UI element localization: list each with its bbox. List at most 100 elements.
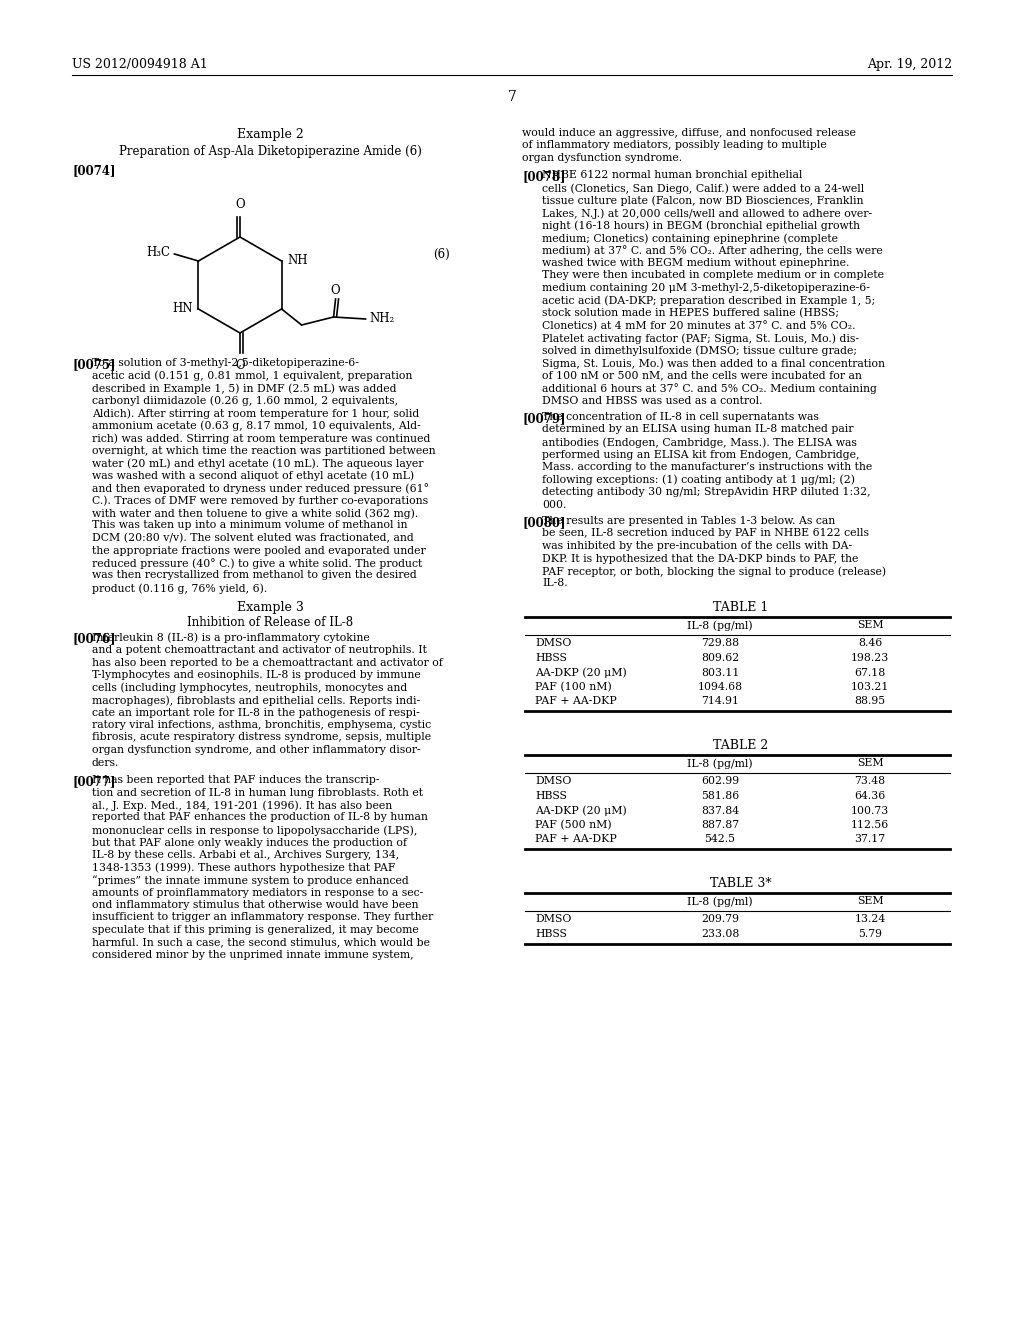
Text: 887.87: 887.87 — [701, 820, 739, 830]
Text: 809.62: 809.62 — [700, 653, 739, 663]
Text: 542.5: 542.5 — [705, 834, 735, 845]
Text: following exceptions: (1) coating antibody at 1 μg/ml; (2): following exceptions: (1) coating antibo… — [542, 474, 855, 484]
Text: medium) at 37° C. and 5% CO₂. After adhering, the cells were: medium) at 37° C. and 5% CO₂. After adhe… — [542, 246, 883, 256]
Text: IL-8 (pg/ml): IL-8 (pg/ml) — [687, 758, 753, 768]
Text: It has been reported that PAF induces the transcrip-: It has been reported that PAF induces th… — [92, 775, 380, 785]
Text: HBSS: HBSS — [535, 653, 567, 663]
Text: To a solution of 3-methyl-2,5-diketopiperazine-6-: To a solution of 3-methyl-2,5-diketopipe… — [92, 358, 358, 368]
Text: considered minor by the unprimed innate immune system,: considered minor by the unprimed innate … — [92, 950, 414, 960]
Text: 7: 7 — [508, 90, 516, 104]
Text: AA-DKP (20 μM): AA-DKP (20 μM) — [535, 805, 627, 816]
Text: cells (including lymphocytes, neutrophils, monocytes and: cells (including lymphocytes, neutrophil… — [92, 682, 408, 693]
Text: Preparation of Asp-Ala Diketopiperazine Amide (6): Preparation of Asp-Ala Diketopiperazine … — [119, 145, 422, 158]
Text: 112.56: 112.56 — [851, 820, 889, 830]
Text: 73.48: 73.48 — [854, 776, 886, 787]
Text: [0076]: [0076] — [72, 632, 116, 645]
Text: [0079]: [0079] — [522, 412, 565, 425]
Text: 5.79: 5.79 — [858, 929, 882, 939]
Text: IL-8.: IL-8. — [542, 578, 567, 589]
Text: [0074]: [0074] — [72, 164, 116, 177]
Text: 64.36: 64.36 — [854, 791, 886, 801]
Text: IL-8 by these cells. Arbabi et al., Archives Surgery, 134,: IL-8 by these cells. Arbabi et al., Arch… — [92, 850, 399, 861]
Text: ratory viral infections, asthma, bronchitis, emphysema, cystic: ratory viral infections, asthma, bronchi… — [92, 719, 431, 730]
Text: H₃C: H₃C — [146, 247, 170, 260]
Text: stock solution made in HEPES buffered saline (HBSS;: stock solution made in HEPES buffered sa… — [542, 308, 839, 318]
Text: 729.88: 729.88 — [701, 639, 739, 648]
Text: Aldich). After stirring at room temperature for 1 hour, solid: Aldich). After stirring at room temperat… — [92, 408, 419, 418]
Text: 803.11: 803.11 — [700, 668, 739, 677]
Text: HBSS: HBSS — [535, 929, 567, 939]
Text: antibodies (Endogen, Cambridge, Mass.). The ELISA was: antibodies (Endogen, Cambridge, Mass.). … — [542, 437, 857, 447]
Text: solved in dimethylsulfoxide (DMSO; tissue culture grade;: solved in dimethylsulfoxide (DMSO; tissu… — [542, 346, 857, 356]
Text: organ dysfunction syndrome, and other inflammatory disor-: organ dysfunction syndrome, and other in… — [92, 744, 421, 755]
Text: SEM: SEM — [857, 896, 884, 906]
Text: performed using an ELISA kit from Endogen, Cambridge,: performed using an ELISA kit from Endoge… — [542, 450, 859, 459]
Text: DKP. It is hypothesized that the DA-DKP binds to PAF, the: DKP. It is hypothesized that the DA-DKP … — [542, 553, 858, 564]
Text: [0080]: [0080] — [522, 516, 565, 529]
Text: DMSO: DMSO — [535, 639, 571, 648]
Text: ders.: ders. — [92, 758, 120, 767]
Text: NH: NH — [288, 255, 308, 268]
Text: This was taken up into a minimum volume of methanol in: This was taken up into a minimum volume … — [92, 520, 408, 531]
Text: night (16-18 hours) in BEGM (bronchial epithelial growth: night (16-18 hours) in BEGM (bronchial e… — [542, 220, 860, 231]
Text: was then recrystallized from methanol to given the desired: was then recrystallized from methanol to… — [92, 570, 417, 581]
Text: detecting antibody 30 ng/ml; StrepAvidin HRP diluted 1:32,: detecting antibody 30 ng/ml; StrepAvidin… — [542, 487, 870, 498]
Text: Inhibition of Release of IL-8: Inhibition of Release of IL-8 — [187, 616, 353, 630]
Text: harmful. In such a case, the second stimulus, which would be: harmful. In such a case, the second stim… — [92, 937, 430, 948]
Text: Example 3: Example 3 — [237, 602, 303, 615]
Text: Apr. 19, 2012: Apr. 19, 2012 — [867, 58, 952, 71]
Text: the appropriate fractions were pooled and evaporated under: the appropriate fractions were pooled an… — [92, 545, 426, 556]
Text: of 100 nM or 500 nM, and the cells were incubated for an: of 100 nM or 500 nM, and the cells were … — [542, 371, 862, 380]
Text: macrophages), fibroblasts and epithelial cells. Reports indi-: macrophages), fibroblasts and epithelial… — [92, 696, 420, 706]
Text: [0078]: [0078] — [522, 170, 565, 183]
Text: 837.84: 837.84 — [701, 805, 739, 816]
Text: DMSO and HBSS was used as a control.: DMSO and HBSS was used as a control. — [542, 396, 763, 405]
Text: 100.73: 100.73 — [851, 805, 889, 816]
Text: 88.95: 88.95 — [854, 697, 886, 706]
Text: 1094.68: 1094.68 — [697, 682, 742, 692]
Text: Interleukin 8 (IL-8) is a pro-inflammatory cytokine: Interleukin 8 (IL-8) is a pro-inflammato… — [92, 632, 370, 643]
Text: amounts of proinflammatory mediators in response to a sec-: amounts of proinflammatory mediators in … — [92, 887, 423, 898]
Text: “primes” the innate immune system to produce enhanced: “primes” the innate immune system to pro… — [92, 875, 409, 886]
Text: PAF receptor, or both, blocking the signal to produce (release): PAF receptor, or both, blocking the sign… — [542, 566, 886, 577]
Text: C.). Traces of DMF were removed by further co-evaporations: C.). Traces of DMF were removed by furth… — [92, 495, 428, 506]
Text: 209.79: 209.79 — [701, 915, 739, 924]
Text: 8.46: 8.46 — [858, 639, 882, 648]
Text: TABLE 3*: TABLE 3* — [711, 876, 772, 890]
Text: 581.86: 581.86 — [700, 791, 739, 801]
Text: 198.23: 198.23 — [851, 653, 889, 663]
Text: HBSS: HBSS — [535, 791, 567, 801]
Text: AA-DKP (20 μM): AA-DKP (20 μM) — [535, 668, 627, 678]
Text: of inflammatory mediators, possibly leading to multiple: of inflammatory mediators, possibly lead… — [522, 140, 826, 150]
Text: (6): (6) — [433, 248, 450, 261]
Text: Mass. according to the manufacturer’s instructions with the: Mass. according to the manufacturer’s in… — [542, 462, 872, 473]
Text: 000.: 000. — [542, 499, 566, 510]
Text: medium; Clonetics) containing epinephrine (complete: medium; Clonetics) containing epinephrin… — [542, 234, 838, 244]
Text: HN: HN — [172, 302, 193, 315]
Text: DMSO: DMSO — [535, 776, 571, 787]
Text: 233.08: 233.08 — [700, 929, 739, 939]
Text: [0075]: [0075] — [72, 358, 116, 371]
Text: tissue culture plate (Falcon, now BD Biosciences, Franklin: tissue culture plate (Falcon, now BD Bio… — [542, 195, 863, 206]
Text: US 2012/0094918 A1: US 2012/0094918 A1 — [72, 58, 208, 71]
Text: T-lymphocytes and eosinophils. IL-8 is produced by immune: T-lymphocytes and eosinophils. IL-8 is p… — [92, 671, 421, 680]
Text: O: O — [331, 284, 340, 297]
Text: Example 2: Example 2 — [237, 128, 303, 141]
Text: SEM: SEM — [857, 620, 884, 630]
Text: overnight, at which time the reaction was partitioned between: overnight, at which time the reaction wa… — [92, 446, 435, 455]
Text: Platelet activating factor (PAF; Sigma, St. Louis, Mo.) dis-: Platelet activating factor (PAF; Sigma, … — [542, 333, 859, 343]
Text: cate an important role for IL-8 in the pathogenesis of respi-: cate an important role for IL-8 in the p… — [92, 708, 420, 718]
Text: described in Example 1, 5) in DMF (2.5 mL) was added: described in Example 1, 5) in DMF (2.5 m… — [92, 383, 396, 393]
Text: 67.18: 67.18 — [854, 668, 886, 677]
Text: Clonetics) at 4 mM for 20 minutes at 37° C. and 5% CO₂.: Clonetics) at 4 mM for 20 minutes at 37°… — [542, 321, 855, 331]
Text: IL-8 (pg/ml): IL-8 (pg/ml) — [687, 620, 753, 631]
Text: SEM: SEM — [857, 758, 884, 768]
Text: DMSO: DMSO — [535, 915, 571, 924]
Text: al., J. Exp. Med., 184, 191-201 (1996). It has also been: al., J. Exp. Med., 184, 191-201 (1996). … — [92, 800, 392, 810]
Text: medium containing 20 μM 3-methyl-2,5-diketopiperazine-6-: medium containing 20 μM 3-methyl-2,5-dik… — [542, 282, 869, 293]
Text: O: O — [236, 198, 245, 211]
Text: rich) was added. Stirring at room temperature was continued: rich) was added. Stirring at room temper… — [92, 433, 430, 444]
Text: 602.99: 602.99 — [701, 776, 739, 787]
Text: was inhibited by the pre-incubation of the cells with DA-: was inhibited by the pre-incubation of t… — [542, 541, 852, 550]
Text: determined by an ELISA using human IL-8 matched pair: determined by an ELISA using human IL-8 … — [542, 425, 853, 434]
